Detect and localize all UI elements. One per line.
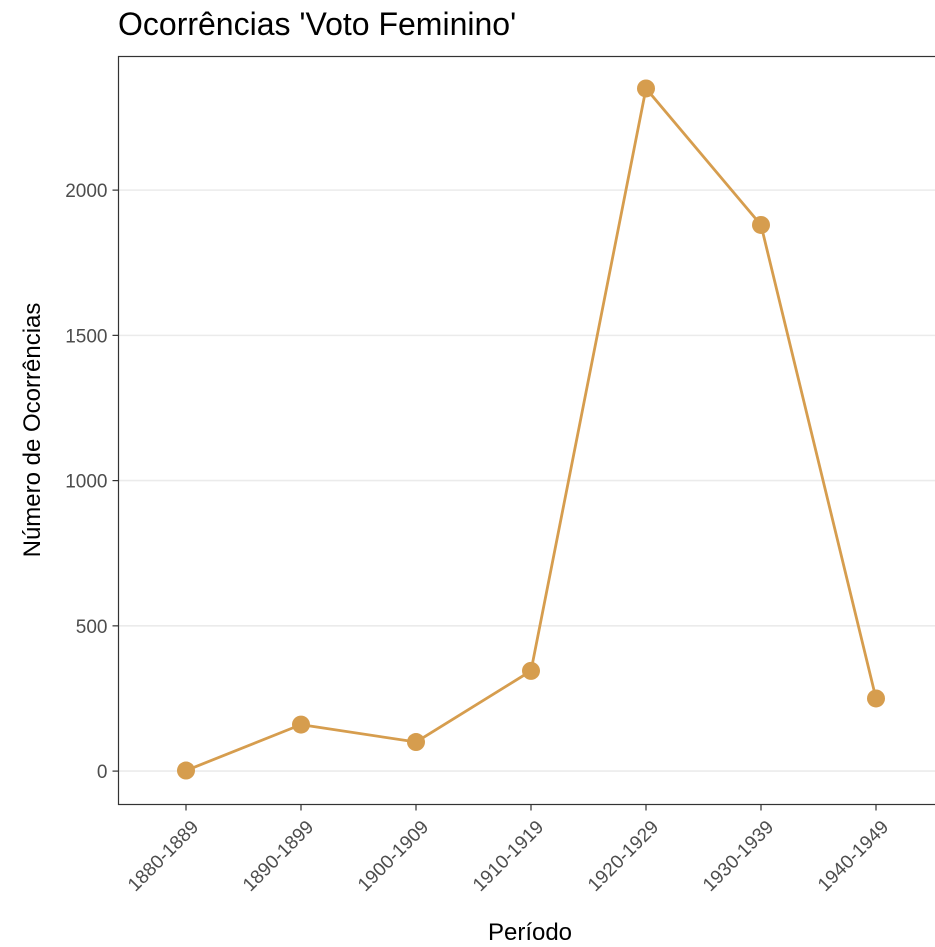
plot-panel-border [117,55,935,806]
data-point [177,761,195,780]
x-tick-label: 1880-1889 [124,817,203,896]
y-tick-label: 1000 [65,472,107,493]
x-axis: 1880-1889 1890-1899 1900-1909 1910-1919 1920… [124,804,893,896]
y-axis: 0 500 1000 1500 2000 [65,181,119,783]
y-tick-label: 0 [97,762,108,783]
x-tick-label: 1890-1899 [239,817,318,896]
gridlines [118,189,935,772]
x-tick-label: 1940-1949 [814,817,893,896]
x-tick-label: 1930-1939 [699,817,778,896]
data-point [752,215,770,234]
data-point [292,715,310,734]
x-tick-label: 1920-1929 [584,817,663,896]
data-point [867,689,885,708]
data-point [637,79,655,98]
chart-title: Ocorrências 'Voto Feminino' [118,6,517,42]
data-point [522,661,540,680]
y-tick-label: 500 [76,617,108,638]
x-tick-label: 1910-1919 [469,817,548,896]
y-tick-label: 1500 [65,326,107,347]
x-tick-label: 1900-1909 [354,817,433,896]
data-point [407,733,425,752]
series [177,79,885,780]
y-tick-label: 2000 [65,181,107,202]
x-axis-title: Período [488,919,572,946]
y-axis-title: Número de Ocorrências [19,303,46,558]
